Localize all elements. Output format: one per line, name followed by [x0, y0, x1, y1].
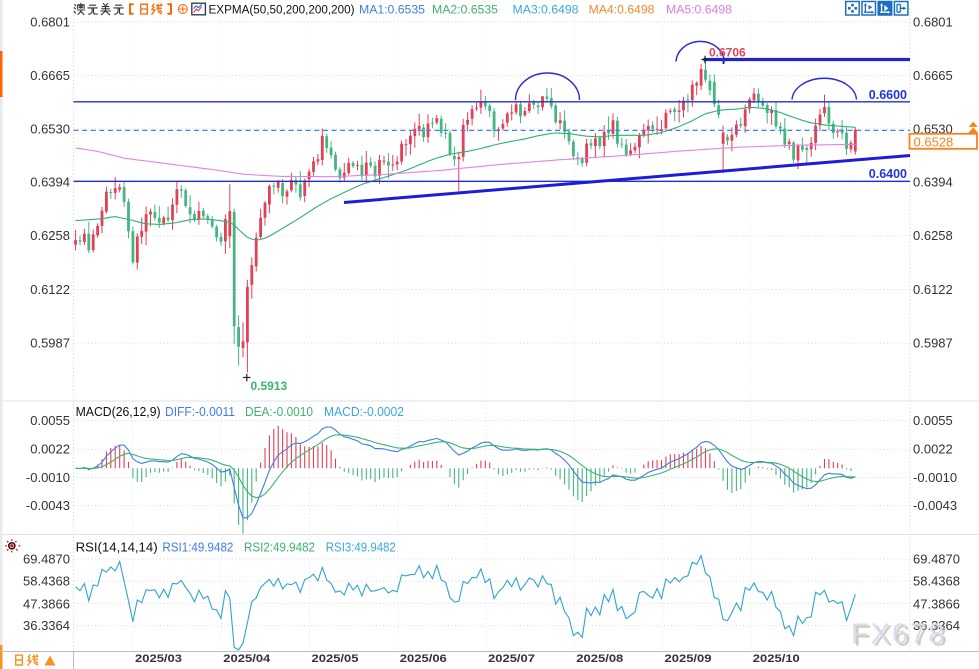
svg-text:RSI1:49.9482: RSI1:49.9482	[162, 540, 233, 554]
svg-text:-0.0010: -0.0010	[913, 470, 957, 485]
svg-text:MA3:0.6498: MA3:0.6498	[513, 3, 579, 17]
svg-text:2025/04: 2025/04	[223, 653, 271, 665]
svg-text:MACD(26,12,9): MACD(26,12,9)	[76, 405, 161, 419]
svg-text:2025/03: 2025/03	[135, 653, 182, 665]
svg-text:RSI3:49.9482: RSI3:49.9482	[326, 540, 396, 554]
svg-text:0.0055: 0.0055	[30, 413, 70, 428]
svg-text:58.4368: 58.4368	[23, 573, 70, 588]
svg-text:0.6801: 0.6801	[30, 14, 70, 29]
svg-text:47.3866: 47.3866	[913, 596, 960, 611]
svg-text:MACD:-0.0002: MACD:-0.0002	[324, 405, 404, 419]
svg-text:2025/07: 2025/07	[488, 653, 535, 665]
svg-text:0.0022: 0.0022	[30, 442, 70, 457]
svg-text:2025/09: 2025/09	[665, 653, 712, 665]
svg-text:0.6665: 0.6665	[30, 68, 70, 83]
svg-text:RSI(14,14,14): RSI(14,14,14)	[76, 540, 158, 554]
svg-text:0.6530: 0.6530	[913, 121, 953, 136]
svg-text:0.0055: 0.0055	[913, 413, 953, 428]
svg-text:0.6122: 0.6122	[913, 282, 953, 297]
svg-text:FX678: FX678	[851, 619, 946, 651]
svg-text:0.6706: 0.6706	[709, 46, 746, 60]
svg-text:69.4870: 69.4870	[913, 552, 960, 567]
svg-text:DIFF:-0.0011: DIFF:-0.0011	[165, 405, 235, 419]
svg-text:0.6600: 0.6600	[869, 88, 907, 102]
svg-text:36.3364: 36.3364	[23, 618, 70, 633]
svg-text:MA1:0.6535: MA1:0.6535	[359, 3, 425, 17]
svg-text:0.5913: 0.5913	[251, 379, 288, 393]
svg-text:36.3364: 36.3364	[913, 618, 960, 633]
svg-text:2025/08: 2025/08	[576, 653, 623, 665]
svg-text:0.6400: 0.6400	[869, 167, 907, 181]
svg-text:MA5:0.6498: MA5:0.6498	[666, 3, 732, 17]
svg-text:0.6394: 0.6394	[913, 175, 953, 190]
svg-text:0.5987: 0.5987	[30, 335, 70, 350]
svg-text:0.6394: 0.6394	[30, 175, 70, 190]
svg-text:0.6801: 0.6801	[913, 14, 953, 29]
svg-text:0.6258: 0.6258	[30, 228, 70, 243]
svg-text:EXPMA(50,50,200,200,200): EXPMA(50,50,200,200,200)	[209, 3, 355, 17]
svg-text:MA4:0.6498: MA4:0.6498	[589, 3, 655, 17]
svg-text:0.6258: 0.6258	[913, 228, 953, 243]
svg-text:2025/10: 2025/10	[753, 653, 800, 665]
svg-text:0.0022: 0.0022	[913, 442, 953, 457]
svg-text:69.4870: 69.4870	[23, 552, 70, 567]
svg-text:0.5987: 0.5987	[913, 335, 953, 350]
svg-text:RSI2:49.9482: RSI2:49.9482	[244, 540, 315, 554]
svg-text:-0.0043: -0.0043	[26, 498, 70, 513]
svg-text:2025/05: 2025/05	[312, 653, 359, 665]
svg-text:0.6122: 0.6122	[30, 282, 70, 297]
svg-text:DEA:-0.0010: DEA:-0.0010	[245, 405, 313, 419]
svg-text:-0.0043: -0.0043	[913, 498, 957, 513]
svg-text:MA2:0.6535: MA2:0.6535	[432, 3, 498, 17]
svg-text:2025/06: 2025/06	[400, 653, 447, 665]
svg-text:0.6530: 0.6530	[30, 121, 70, 136]
svg-text:47.3866: 47.3866	[23, 596, 70, 611]
svg-text:-0.0010: -0.0010	[26, 470, 70, 485]
svg-text:58.4368: 58.4368	[913, 573, 960, 588]
svg-text:0.6665: 0.6665	[913, 68, 953, 83]
svg-text:0.6528: 0.6528	[914, 134, 954, 149]
svg-text:FX678: FX678	[854, 621, 949, 653]
